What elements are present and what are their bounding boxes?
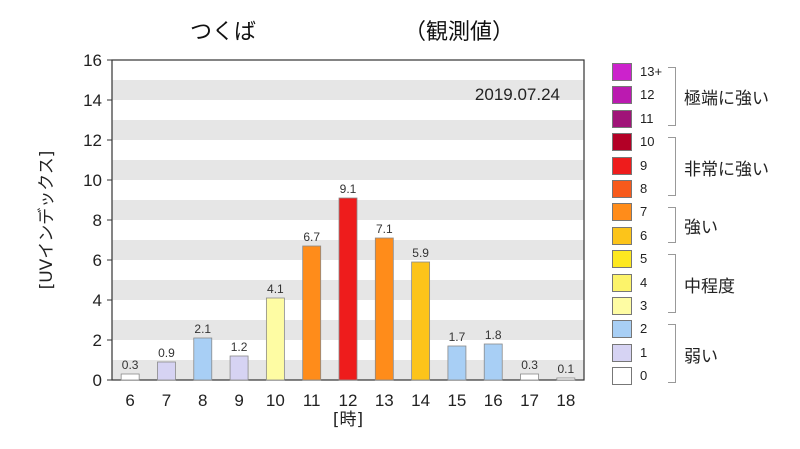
bar-value-label: 7.1 [376, 222, 393, 236]
bar-7 [157, 361, 176, 381]
bar-12 [338, 197, 358, 381]
x-tick-label: 10 [266, 391, 285, 410]
bar-value-label: 0.1 [558, 362, 575, 376]
legend-category-bracket [668, 67, 676, 126]
legend-level-label: 9 [640, 157, 648, 173]
y-tick-label: 12 [83, 131, 102, 150]
legend-level-label: 6 [640, 227, 648, 243]
bar-value-label: 9.1 [340, 182, 357, 196]
legend-level-label: 0 [640, 368, 648, 384]
x-tick-label: 11 [303, 391, 321, 410]
legend-category-bracket [668, 207, 676, 243]
y-tick-label: 16 [83, 51, 102, 70]
legend-swatch [612, 367, 632, 386]
x-tick-label: 6 [125, 391, 134, 410]
legend-swatch [612, 297, 632, 315]
legend-swatch [612, 273, 632, 292]
legend-level-label: 4 [640, 274, 648, 290]
legend-level-label: 3 [640, 298, 648, 313]
x-axis-label: [時] [333, 410, 363, 430]
date-label: 2019.07.24 [475, 85, 560, 104]
bar-value-label: 1.2 [231, 340, 248, 354]
bar-value-label: 1.7 [449, 330, 466, 344]
bar-value-label: 1.8 [485, 328, 502, 342]
legend-swatch [612, 343, 632, 362]
x-tick-label: 15 [447, 391, 466, 410]
y-tick-label: 2 [93, 331, 102, 350]
x-tick-label: 9 [234, 391, 243, 410]
legend-level-label: 12 [640, 87, 655, 103]
bar-8 [193, 337, 213, 381]
legend-swatch [612, 156, 632, 175]
legend-level-label: 5 [640, 251, 648, 267]
bar-value-label: 4.1 [267, 282, 284, 296]
bar-17 [520, 373, 539, 381]
legend-level-label: 11 [640, 110, 654, 126]
bar-9 [229, 355, 249, 381]
x-tick-label: 12 [339, 391, 358, 410]
y-tick-label: 10 [83, 171, 102, 190]
uv-legend: 13+ 12 11 10 9 8 7 6 5 4 3 2 1 0 極端に強い 非常に強い 強い 中程度 弱い [612, 63, 800, 393]
x-tick-label: 13 [375, 391, 394, 410]
legend-swatch [612, 63, 632, 81]
x-tick-label: 7 [162, 391, 171, 410]
legend-category-label: 非常に強い [684, 159, 769, 180]
bar-value-label: 5.9 [412, 246, 429, 260]
bar-6 [120, 373, 140, 381]
legend-category-bracket [668, 324, 676, 384]
grid-band [112, 120, 584, 140]
grid-band [112, 160, 584, 180]
legend-swatch [612, 133, 632, 152]
x-tick-label: 8 [198, 391, 207, 410]
legend-category-label: 極端に強い [684, 89, 769, 110]
bar-value-label: 0.3 [521, 358, 538, 372]
y-axis-label: [UVインデックス] [36, 151, 57, 290]
legend-category-bracket [668, 137, 676, 196]
bar-10 [265, 297, 285, 381]
bar-value-label: 0.3 [122, 358, 139, 372]
x-tick-label: 16 [484, 391, 503, 410]
bar-15 [447, 345, 467, 381]
bar-18 [556, 377, 576, 381]
legend-swatch [612, 320, 632, 339]
x-tick-label: 17 [520, 391, 539, 410]
legend-level-label: 1 [640, 344, 648, 360]
legend-swatch [612, 86, 632, 105]
legend-swatch [612, 180, 632, 198]
y-tick-label: 14 [83, 91, 102, 110]
legend-swatch [612, 203, 632, 222]
bar-value-label: 2.1 [194, 322, 211, 336]
y-tick-label: 4 [93, 291, 102, 310]
bar-11 [302, 245, 322, 381]
legend-swatch [612, 109, 632, 128]
x-tick-label: 14 [411, 391, 430, 410]
bar-value-label: 0.9 [158, 346, 175, 360]
legend-level-label: 10 [640, 134, 655, 150]
y-tick-label: 0 [93, 371, 102, 390]
legend-category-label: 弱い [684, 346, 718, 367]
x-tick-label: 18 [556, 391, 575, 410]
y-tick-label: 8 [93, 211, 102, 230]
legend-category-label: 強い [684, 218, 718, 239]
bar-13 [374, 237, 394, 381]
legend-level-label: 2 [640, 321, 648, 337]
bar-value-label: 6.7 [303, 230, 320, 244]
observed-label: （観測値） [404, 20, 515, 45]
legend-category-label: 中程度 [684, 276, 735, 297]
y-tick-label: 6 [93, 251, 102, 270]
bar-16 [483, 343, 503, 381]
location-title: つくば [190, 20, 257, 45]
uv-bar-chart: 0 2 4 6 8 10 12 14 16 [UVインデックス] [時] 2019.07.24 0.3 6… [36, 51, 585, 430]
legend-category-bracket [668, 254, 676, 313]
bar-14 [411, 261, 431, 381]
legend-swatch [612, 250, 632, 269]
legend-level-label: 8 [640, 181, 648, 196]
legend-swatch [612, 226, 632, 245]
legend-level-label: 13+ [640, 64, 663, 79]
grid-band [112, 80, 584, 100]
legend-level-label: 7 [640, 204, 648, 220]
